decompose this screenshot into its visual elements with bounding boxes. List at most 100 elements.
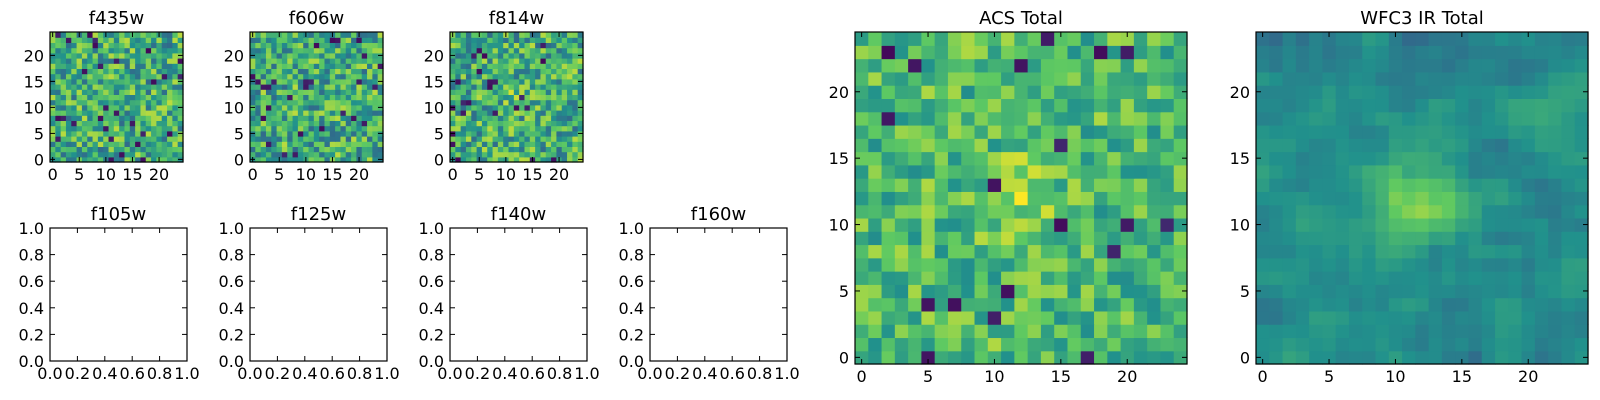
heatmap-cell (1415, 271, 1430, 285)
heatmap-cell (1495, 297, 1509, 312)
heatmap-cell (492, 47, 499, 54)
heatmap-cell (119, 47, 126, 54)
heatmap-cell (508, 151, 515, 158)
heatmap-cell (513, 63, 520, 69)
heatmap-cell (260, 104, 267, 111)
heatmap-cell (161, 58, 168, 64)
heatmap-cell (556, 125, 563, 132)
heatmap-cell (894, 138, 909, 153)
heatmap-cell (545, 104, 552, 111)
heatmap-cell (921, 284, 936, 299)
heatmap-cell (329, 63, 336, 69)
heatmap-cell (492, 141, 499, 147)
heatmap-cell (450, 58, 456, 64)
heatmap-cell (503, 125, 510, 132)
heatmap-cell (129, 78, 136, 85)
heatmap-cell (540, 47, 547, 54)
heatmap-cell (335, 78, 342, 85)
heatmap-cell (1388, 271, 1403, 285)
heatmap-cell (556, 110, 563, 116)
heatmap-cell (1322, 324, 1337, 339)
heatmap-cell (76, 84, 83, 90)
heatmap-cell (1147, 138, 1162, 153)
heatmap-cell (1335, 32, 1350, 46)
heatmap-cell (250, 89, 256, 95)
heatmap-cell (340, 120, 347, 127)
heatmap-cell (551, 130, 557, 137)
heatmap-cell (76, 47, 83, 54)
heatmap-cell (1574, 98, 1589, 113)
heatmap-cell (55, 120, 62, 127)
heatmap-cell (287, 104, 294, 111)
heatmap-cell (1282, 257, 1297, 272)
heatmap-cell (894, 324, 909, 339)
heatmap-cell (1415, 98, 1430, 113)
heatmap-cell (97, 130, 104, 137)
heatmap-cell (319, 42, 326, 49)
heatmap-cell (947, 337, 962, 352)
heatmap-cell (1173, 337, 1188, 352)
heatmap-cell (1481, 71, 1496, 86)
heatmap-cell (1375, 32, 1390, 46)
x-tick-label: 0.2 (65, 364, 90, 383)
heatmap-cell (934, 231, 949, 246)
heatmap-cell (276, 37, 283, 43)
heatmap-cell (265, 89, 272, 95)
x-tick-label: 0.2 (665, 364, 690, 383)
heatmap-cell (1080, 45, 1095, 60)
heatmap-cell (156, 52, 163, 59)
heatmap-cell (881, 231, 896, 246)
heatmap-cell (1040, 310, 1055, 325)
heatmap-cell (934, 178, 949, 192)
heatmap-cell (471, 42, 478, 49)
heatmap-cell (481, 94, 488, 101)
heatmap-cell (60, 94, 67, 101)
heatmap-cell (76, 94, 83, 101)
heatmap-cell (481, 37, 488, 43)
heatmap-cell (303, 68, 310, 75)
heatmap-cell (881, 111, 896, 126)
heatmap-cell (1040, 32, 1055, 46)
heatmap-cell (119, 136, 126, 142)
heatmap-cell (471, 37, 478, 43)
heatmap-cell (97, 89, 104, 95)
heatmap-cell (103, 58, 110, 64)
heatmap-cell (567, 94, 573, 101)
heatmap-cell (1561, 151, 1576, 166)
heatmap-cell (1521, 297, 1536, 312)
heatmap-cell (1548, 310, 1563, 325)
heatmap-cell (313, 99, 320, 106)
heatmap-cell (308, 73, 315, 80)
heatmap-cell (1040, 178, 1055, 192)
heatmap-cell (50, 141, 56, 147)
heatmap-cell (329, 130, 336, 137)
heatmap-cell (567, 110, 573, 116)
heatmap-cell (292, 125, 299, 132)
heatmap-cell (497, 156, 504, 163)
heatmap-cell (508, 99, 515, 106)
heatmap-cell (1309, 231, 1323, 246)
heatmap-cell (1428, 231, 1443, 246)
heatmap-cell (1295, 244, 1310, 259)
heatmap-cell (1468, 178, 1483, 192)
heatmap-cell (1040, 324, 1055, 339)
heatmap-cell (1133, 45, 1148, 60)
heatmap-cell (345, 89, 352, 95)
heatmap-cell (1080, 257, 1095, 272)
heatmap-cell (455, 141, 462, 147)
heatmap-cell (1256, 231, 1270, 246)
heatmap-cell (545, 84, 552, 90)
heatmap-cell (1561, 231, 1576, 246)
heatmap-cell (1120, 58, 1135, 73)
heatmap-cell (172, 141, 179, 147)
heatmap-cell (947, 98, 962, 113)
heatmap-cell (297, 73, 304, 80)
heatmap-cell (124, 151, 131, 158)
heatmap-cell (351, 104, 357, 111)
heatmap-cell (255, 136, 262, 142)
heatmap-cell (145, 115, 152, 121)
heatmap-cell (519, 156, 526, 163)
heatmap-cell (260, 47, 267, 54)
heatmap-cell (81, 151, 88, 158)
